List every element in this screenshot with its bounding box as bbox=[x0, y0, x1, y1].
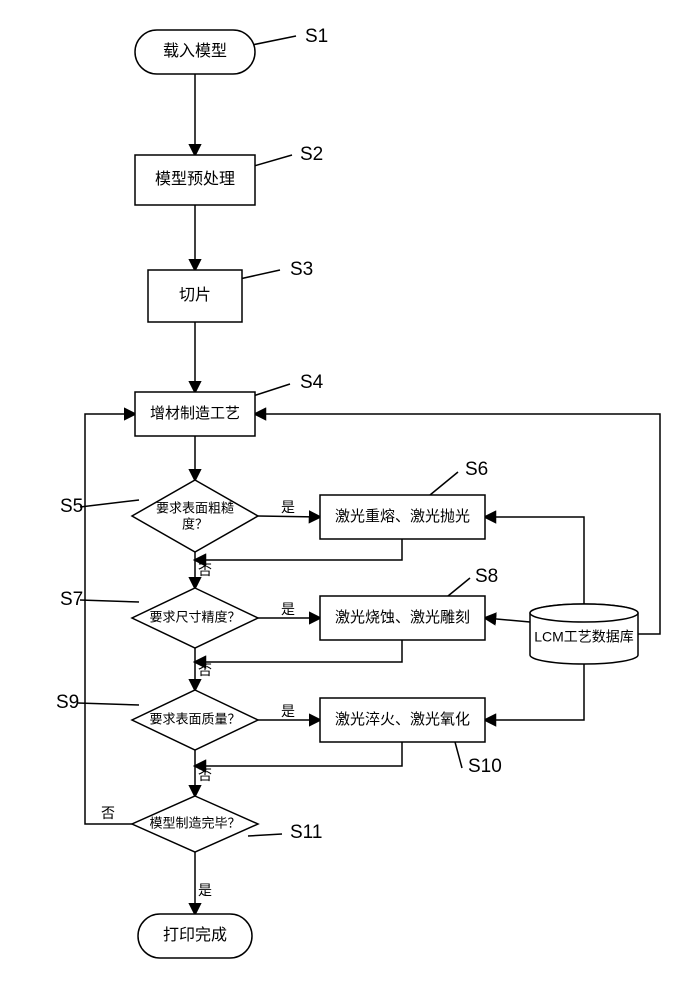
edge-s6-down bbox=[195, 539, 402, 560]
lead-s8 bbox=[448, 578, 470, 596]
s6-label: 激光重熔、激光抛光 bbox=[335, 508, 470, 525]
edge-s10-down bbox=[195, 742, 402, 766]
s11-label: 模型制造完毕？ bbox=[149, 815, 240, 830]
lead-s11 bbox=[248, 834, 282, 836]
db-label: LCM工艺数据库 bbox=[534, 629, 634, 645]
edge-s5-s6 bbox=[258, 516, 320, 517]
s5-label1: 要求表面粗糙 bbox=[156, 500, 234, 515]
step-label-s10: S10 bbox=[468, 756, 502, 777]
edge-label: 是 bbox=[281, 601, 295, 617]
step-label-s2: S2 bbox=[300, 144, 323, 165]
step-label-s4: S4 bbox=[300, 372, 324, 393]
s1-label: 载入模型 bbox=[163, 42, 227, 60]
s4-label: 增材制造工艺 bbox=[150, 405, 240, 422]
s8-label: 激光烧蚀、激光雕刻 bbox=[335, 609, 470, 626]
step-label-s9: S9 bbox=[56, 692, 79, 713]
edge-label: 否 bbox=[198, 662, 212, 678]
s2-label: 模型预处理 bbox=[155, 170, 235, 188]
lead-s7 bbox=[80, 600, 139, 602]
s7-label: 要求尺寸精度？ bbox=[149, 609, 240, 624]
step-label-s6: S6 bbox=[465, 459, 488, 480]
step-label-s11: S11 bbox=[290, 822, 322, 843]
step-label-s7: S7 bbox=[60, 589, 83, 610]
edge-s8-down bbox=[195, 640, 402, 662]
edge-label: 是 bbox=[281, 703, 295, 719]
edge-label: 否 bbox=[198, 767, 212, 783]
s10-label: 激光淬火、激光氧化 bbox=[335, 711, 470, 728]
s9-label: 要求表面质量？ bbox=[149, 711, 240, 726]
edge-label: 是 bbox=[281, 499, 295, 515]
step-label-s3: S3 bbox=[290, 259, 313, 280]
edge-s11-back bbox=[85, 414, 135, 824]
lead-s5 bbox=[80, 500, 139, 507]
step-label-s8: S8 bbox=[475, 566, 498, 587]
step-label-s5: S5 bbox=[60, 496, 83, 517]
edge-label: 否 bbox=[101, 805, 115, 821]
edge-label: 否 bbox=[198, 562, 212, 578]
s5-label2: 度？ bbox=[182, 516, 208, 531]
db-top bbox=[530, 604, 638, 622]
edge-db-s6 bbox=[485, 517, 584, 604]
edge-label: 是 bbox=[198, 882, 212, 898]
lead-s10 bbox=[455, 742, 462, 768]
s3-label: 切片 bbox=[179, 286, 211, 304]
step-label-s1: S1 bbox=[305, 26, 328, 47]
edge-db-s10 bbox=[485, 664, 584, 720]
edge-db-s8 bbox=[485, 618, 530, 622]
lead-s6 bbox=[430, 472, 458, 495]
lead-s9 bbox=[78, 703, 139, 705]
end-label: 打印完成 bbox=[163, 926, 227, 944]
